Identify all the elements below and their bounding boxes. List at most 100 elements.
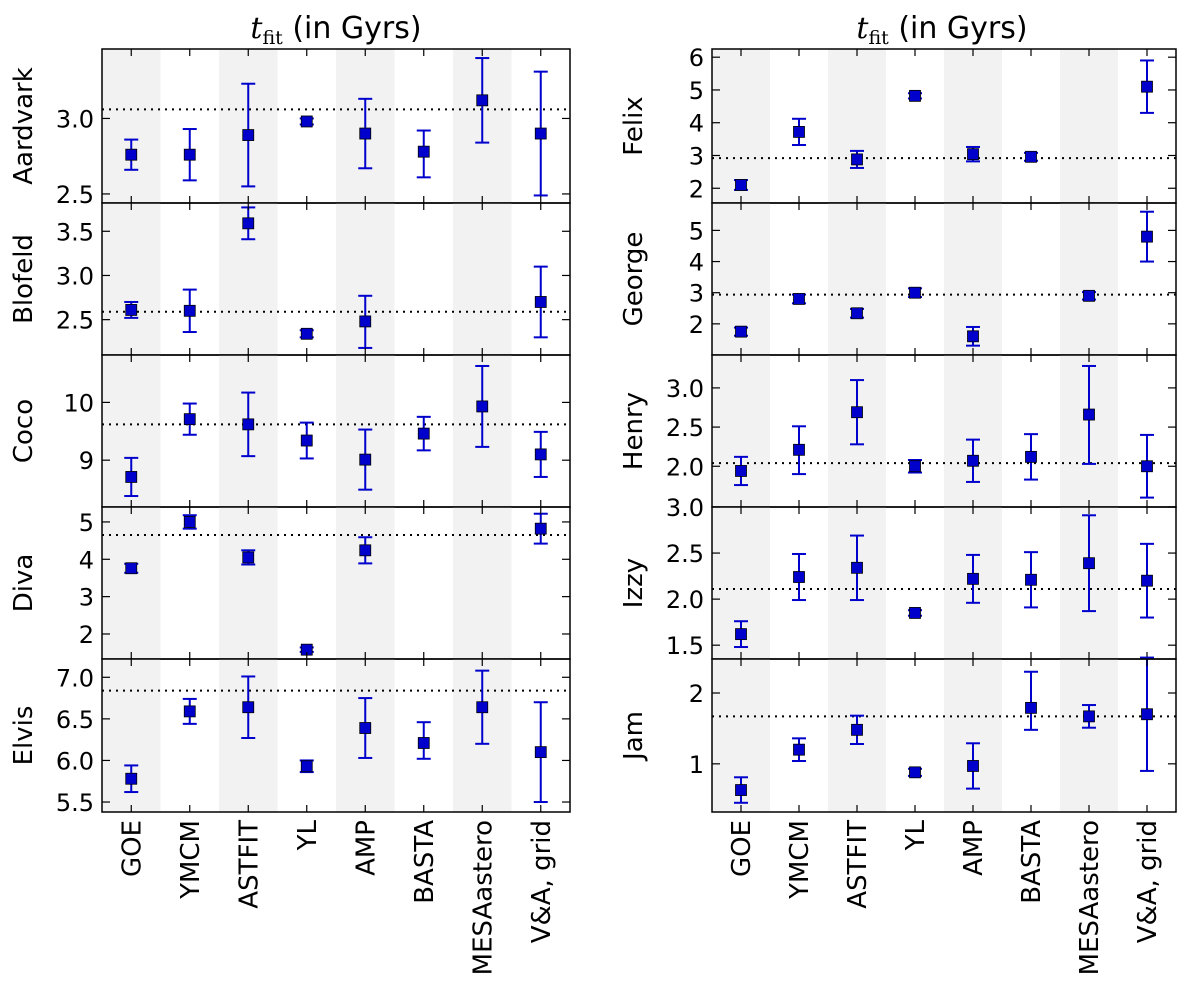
data-point [125, 772, 138, 785]
category-band [828, 203, 886, 355]
y-tick-label: 2.5 [666, 414, 704, 442]
x-category-label: YL [293, 819, 323, 851]
y-tick-label: 3.0 [666, 494, 704, 522]
data-point [967, 454, 979, 467]
y-tick-label: 2 [689, 311, 704, 339]
data-point [359, 544, 372, 557]
x-category-label: BASTA [1017, 820, 1047, 904]
panel-name: George [619, 232, 649, 327]
panel-jam: 1 2 Jam [619, 656, 1177, 813]
data-point [967, 760, 979, 772]
data-point [242, 418, 255, 431]
category-band [102, 507, 161, 659]
data-point [851, 153, 863, 166]
column-title-suffix: (in Gyrs) [889, 11, 1028, 46]
y-tick-label: 1.5 [666, 632, 704, 660]
data-point [300, 327, 313, 340]
data-point [1025, 701, 1037, 714]
x-category-label: ASTFIT [843, 820, 873, 909]
data-point [793, 125, 805, 138]
data-point [1141, 230, 1153, 243]
panel-elvis: 5.5 6.0 6.5 7.0 Elvis [9, 658, 571, 817]
data-point [967, 572, 979, 585]
data-point [1141, 460, 1153, 473]
data-point [909, 286, 921, 299]
y-tick-label: 3 [689, 280, 704, 308]
category-band [1060, 49, 1118, 203]
data-point [735, 784, 747, 796]
y-tick-label: 2.0 [666, 586, 704, 614]
panel-aardvark: 2.5 3.0 Aardvark [9, 48, 571, 209]
panel-name: Coco [9, 399, 39, 463]
y-tick-label: 5.5 [56, 789, 94, 817]
data-point [534, 127, 547, 140]
data-point [183, 516, 196, 528]
x-category-label: ASTFIT [234, 820, 264, 909]
panel-diva: 2 3 4 5 Diva [9, 506, 571, 660]
y-tick-label: 6.0 [56, 747, 94, 775]
column-title-subscript: fit [868, 27, 889, 49]
data-point [793, 443, 805, 456]
data-point [735, 465, 747, 477]
data-point [851, 723, 863, 736]
data-point [534, 296, 547, 308]
category-band [828, 49, 886, 203]
data-point [125, 562, 138, 575]
data-point [1141, 574, 1153, 587]
y-tick-label: 2.5 [56, 181, 94, 209]
data-point [967, 330, 979, 343]
y-tick-label: 2.0 [666, 453, 704, 481]
panel-name: Izzy [619, 558, 649, 608]
y-tick-label: 2 [689, 175, 704, 203]
category-band [102, 49, 161, 203]
data-point [967, 148, 979, 161]
data-point [851, 406, 863, 419]
panel-name: Elvis [9, 706, 39, 766]
data-point [851, 561, 863, 574]
panel-name: Diva [9, 554, 39, 613]
data-point [242, 217, 255, 230]
y-tick-label: 3 [79, 584, 94, 612]
column-title-suffix: (in Gyrs) [283, 11, 422, 46]
data-point [909, 607, 921, 619]
data-point [1025, 450, 1037, 463]
y-tick-label: 3.5 [56, 218, 94, 246]
data-point [534, 522, 547, 535]
data-point [242, 701, 255, 714]
x-category-label: MESAastero [468, 820, 498, 975]
data-point [793, 293, 805, 305]
x-category-label: GOE [727, 820, 757, 877]
data-point [417, 737, 430, 749]
y-tick-label: 2 [689, 680, 704, 708]
x-category-label: V&A, grid [1133, 820, 1163, 943]
panel-henry: 2.0 2.5 3.0 Henry [619, 354, 1177, 508]
category-band [336, 507, 395, 659]
data-point [183, 304, 196, 317]
data-point [1141, 80, 1153, 93]
y-tick-label: 2 [79, 621, 94, 649]
panel-name: Henry [619, 392, 649, 470]
data-point [359, 722, 372, 734]
y-tick-label: 1 [689, 751, 704, 779]
category-band [453, 203, 512, 355]
panel-blofeld: 2.5 3.0 3.5 Blofeld [9, 202, 571, 356]
data-point [183, 705, 196, 718]
y-tick-label: 4 [79, 546, 94, 574]
category-band [102, 203, 161, 355]
data-point [417, 145, 430, 158]
data-point [359, 453, 372, 466]
column-title-variable: t [250, 11, 263, 46]
category-band [944, 355, 1002, 507]
y-tick-label: 4 [689, 110, 704, 138]
data-point [1083, 408, 1095, 421]
data-point [1083, 557, 1095, 570]
data-point [909, 766, 921, 779]
x-category-label: AMP [959, 820, 989, 876]
panel-coco: 9 10 Coco [9, 354, 571, 508]
category-band [219, 507, 278, 659]
y-tick-label: 5 [79, 509, 94, 537]
y-tick-label: 6.5 [56, 706, 94, 734]
data-point [476, 94, 489, 107]
data-point [1083, 289, 1095, 302]
x-category-label: YL [901, 819, 931, 851]
